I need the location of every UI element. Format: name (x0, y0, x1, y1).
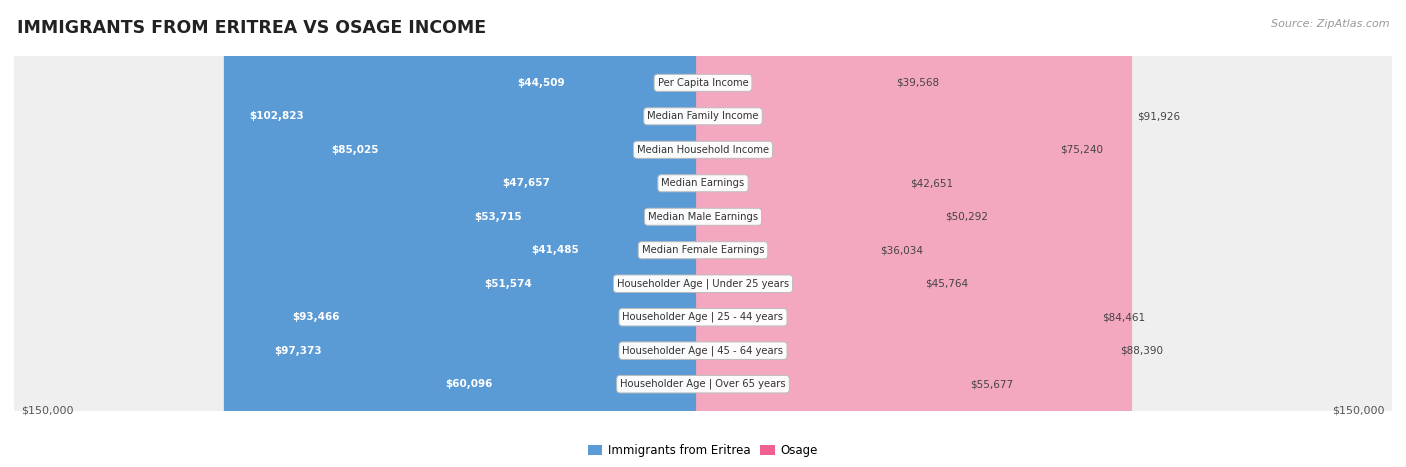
Text: Householder Age | Under 25 years: Householder Age | Under 25 years (617, 278, 789, 289)
Legend: Immigrants from Eritrea, Osage: Immigrants from Eritrea, Osage (583, 439, 823, 462)
Text: $39,568: $39,568 (896, 78, 939, 88)
FancyBboxPatch shape (696, 0, 966, 467)
Text: Householder Age | 25 - 44 years: Householder Age | 25 - 44 years (623, 312, 783, 322)
FancyBboxPatch shape (477, 0, 710, 467)
Text: $85,025: $85,025 (330, 145, 378, 155)
FancyBboxPatch shape (11, 0, 1395, 467)
FancyBboxPatch shape (696, 0, 1098, 467)
Text: $150,000: $150,000 (21, 406, 73, 416)
FancyBboxPatch shape (11, 0, 1395, 467)
Text: $44,509: $44,509 (517, 78, 565, 88)
Text: $60,096: $60,096 (446, 379, 492, 389)
Text: $75,240: $75,240 (1060, 145, 1104, 155)
FancyBboxPatch shape (305, 0, 710, 467)
FancyBboxPatch shape (11, 0, 1395, 467)
Text: $36,034: $36,034 (880, 245, 922, 255)
FancyBboxPatch shape (420, 0, 710, 467)
Text: Householder Age | 45 - 64 years: Householder Age | 45 - 64 years (623, 346, 783, 356)
Text: $91,926: $91,926 (1136, 111, 1180, 121)
FancyBboxPatch shape (696, 0, 1116, 467)
FancyBboxPatch shape (11, 0, 1395, 467)
FancyBboxPatch shape (460, 0, 710, 467)
FancyBboxPatch shape (11, 0, 1395, 467)
Text: Householder Age | Over 65 years: Householder Age | Over 65 years (620, 379, 786, 389)
FancyBboxPatch shape (11, 0, 1395, 467)
Text: Median Female Earnings: Median Female Earnings (641, 245, 765, 255)
Text: $41,485: $41,485 (531, 245, 579, 255)
FancyBboxPatch shape (696, 0, 876, 467)
FancyBboxPatch shape (249, 0, 710, 467)
Text: $42,651: $42,651 (910, 178, 953, 188)
Text: $97,373: $97,373 (274, 346, 322, 356)
FancyBboxPatch shape (11, 0, 1395, 467)
Text: $150,000: $150,000 (1333, 406, 1385, 416)
FancyBboxPatch shape (492, 0, 710, 467)
Text: Source: ZipAtlas.com: Source: ZipAtlas.com (1271, 19, 1389, 28)
Text: $55,677: $55,677 (970, 379, 1014, 389)
FancyBboxPatch shape (224, 0, 710, 467)
Text: $51,574: $51,574 (485, 279, 533, 289)
FancyBboxPatch shape (11, 0, 1395, 467)
FancyBboxPatch shape (696, 0, 1056, 467)
FancyBboxPatch shape (11, 0, 1395, 467)
FancyBboxPatch shape (450, 0, 710, 467)
Text: $84,461: $84,461 (1102, 312, 1146, 322)
Text: $47,657: $47,657 (502, 178, 550, 188)
Text: Median Family Income: Median Family Income (647, 111, 759, 121)
Text: $93,466: $93,466 (292, 312, 340, 322)
Text: $102,823: $102,823 (249, 111, 304, 121)
Text: $45,764: $45,764 (925, 279, 967, 289)
Text: $88,390: $88,390 (1121, 346, 1163, 356)
FancyBboxPatch shape (696, 0, 891, 467)
FancyBboxPatch shape (696, 0, 1132, 467)
Text: IMMIGRANTS FROM ERITREA VS OSAGE INCOME: IMMIGRANTS FROM ERITREA VS OSAGE INCOME (17, 19, 486, 37)
FancyBboxPatch shape (506, 0, 710, 467)
Text: Median Male Earnings: Median Male Earnings (648, 212, 758, 222)
Text: Median Earnings: Median Earnings (661, 178, 745, 188)
Text: Median Household Income: Median Household Income (637, 145, 769, 155)
Text: $53,715: $53,715 (475, 212, 522, 222)
FancyBboxPatch shape (696, 0, 941, 467)
FancyBboxPatch shape (696, 0, 905, 467)
FancyBboxPatch shape (696, 0, 920, 467)
FancyBboxPatch shape (267, 0, 710, 467)
FancyBboxPatch shape (11, 0, 1395, 467)
Text: Per Capita Income: Per Capita Income (658, 78, 748, 88)
Text: $50,292: $50,292 (945, 212, 988, 222)
